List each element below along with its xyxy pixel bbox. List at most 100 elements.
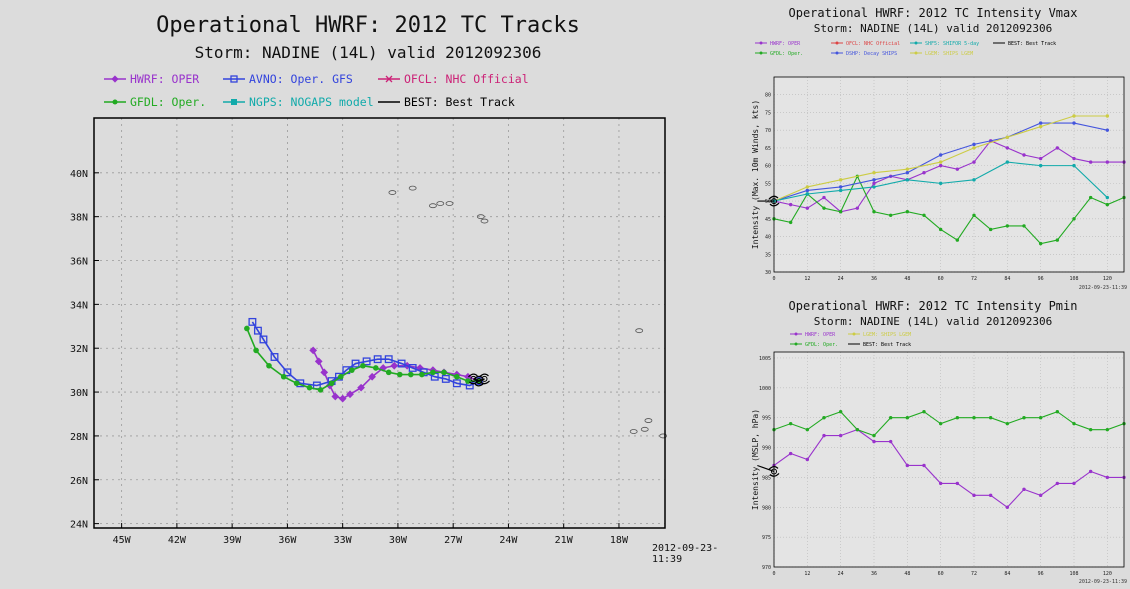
x-tick-label: 96: [1038, 276, 1044, 282]
chart-legend: HWRF: OPER LGEM: SHIPS LGEM GFDL: Oper. BES…: [790, 332, 911, 348]
data-point: [938, 481, 943, 486]
data-point: [1072, 114, 1076, 118]
data-point: [1005, 505, 1010, 509]
data-point: [1038, 415, 1043, 420]
data-point: [452, 379, 461, 388]
island-outline: [445, 201, 454, 206]
data-point: [955, 415, 960, 420]
chart-subtitle: Storm: NADINE (14L) valid 2012092306: [814, 22, 1052, 35]
data-point: [338, 394, 347, 403]
x-tick-label: 84: [1004, 276, 1010, 282]
data-point: [306, 384, 313, 391]
plot-frame: [773, 76, 1125, 273]
data-point: [1038, 121, 1043, 125]
data-point: [838, 410, 843, 414]
plot-area: 0 12 24 36 48 60 72 84 96 108 120 30 35 40 45 50 55 60 65 7…: [751, 76, 1126, 282]
plot-background: [774, 77, 1124, 272]
x-tick-label: 33W: [334, 535, 353, 546]
legend-label: HWRF: OPER: [805, 332, 836, 338]
data-point: [320, 368, 329, 377]
y-tick-label: 34N: [70, 300, 88, 311]
data-point: [822, 195, 826, 200]
x-tick-label: 72: [971, 571, 977, 577]
y-tick-label: 60: [765, 164, 771, 170]
x-tick-label: 36: [871, 276, 877, 282]
data-point: [1055, 410, 1060, 414]
data-point: [468, 373, 479, 385]
legend-marker: [794, 342, 798, 346]
plot-frame: [93, 117, 666, 529]
data-point: [888, 415, 893, 420]
y-tick-label: 985: [762, 475, 771, 481]
data-point: [872, 181, 876, 186]
data-point: [938, 163, 943, 168]
data-point: [481, 375, 488, 382]
data-point: [972, 493, 976, 498]
data-point: [872, 178, 876, 182]
data-point: [955, 238, 960, 242]
x-tick-label: 30W: [389, 535, 408, 546]
data-point: [872, 439, 876, 444]
data-point: [470, 375, 477, 382]
data-point: [988, 415, 993, 420]
data-point: [805, 188, 810, 193]
legend-item: OFCL: NHC Official: [831, 41, 900, 47]
data-point: [922, 410, 926, 414]
x-tick-label: 12: [804, 276, 810, 282]
data-point: [1105, 195, 1110, 200]
island-outline: [476, 214, 485, 220]
y-tick-label: 55: [765, 181, 771, 187]
chart-title: Operational HWRF: 2012 TC Tracks: [156, 13, 580, 38]
data-point: [1055, 146, 1060, 150]
data-point: [872, 171, 876, 175]
y-tick-label: 1000: [759, 386, 771, 392]
data-point: [1038, 163, 1043, 168]
data-point: [1105, 160, 1110, 164]
data-point: [1072, 121, 1076, 125]
data-point: [872, 433, 876, 438]
data-point: [396, 371, 403, 378]
data-point: [362, 357, 371, 366]
x-tick-label: 45W: [113, 535, 132, 546]
data-point: [419, 371, 425, 378]
data-point: [351, 359, 360, 368]
data-point: [253, 347, 259, 354]
data-point: [244, 325, 250, 332]
series-line: [251, 321, 480, 387]
data-point: [972, 146, 976, 150]
data-point: [408, 363, 417, 372]
legend-label: GFDL: Oper.: [130, 95, 206, 109]
x-tick-label: 21W: [555, 535, 574, 546]
x-tick-label: 39W: [223, 535, 242, 546]
y-tick-label: 40: [765, 235, 771, 241]
data-point: [805, 185, 810, 189]
data-point: [905, 463, 910, 468]
data-point: [822, 415, 826, 420]
y-tick-label: 1005: [759, 356, 771, 362]
data-point: [805, 192, 810, 196]
legend-marker: [794, 332, 798, 336]
vmax-chart: Operational HWRF: 2012 TC Intensity Vmax…: [751, 6, 1127, 291]
x-tick-label: 24W: [499, 535, 518, 546]
legend-item: NGPS: NOGAPS model: [223, 95, 374, 109]
y-tick-label: 30N: [70, 388, 88, 399]
legend-label: BEST: Best Track: [1008, 41, 1056, 47]
data-point: [346, 390, 354, 399]
plot-background: [94, 118, 665, 528]
legend-item: OFCL: NHC Official: [378, 72, 529, 86]
data-point: [338, 373, 344, 380]
series-line: [773, 429, 1124, 509]
legend-marker: [759, 51, 763, 55]
x-tick-label: 60: [938, 571, 944, 577]
x-tick-label: 18W: [610, 535, 629, 546]
y-tick-label: 990: [762, 446, 771, 452]
data-point: [1038, 241, 1043, 246]
legend-item: SHF5: SHIFOR 5-day: [910, 41, 979, 47]
x-tick-label: 36: [871, 571, 877, 577]
legend-item: BEST: Best Track: [848, 342, 911, 348]
track-chart-panel: Operational HWRF: 2012 TC Tracks Storm: …: [70, 13, 718, 565]
data-point: [408, 371, 414, 378]
plot-frame: [773, 351, 1125, 568]
x-tick-label: 12: [804, 571, 810, 577]
legend-item: GFDL: Oper.: [790, 342, 838, 348]
